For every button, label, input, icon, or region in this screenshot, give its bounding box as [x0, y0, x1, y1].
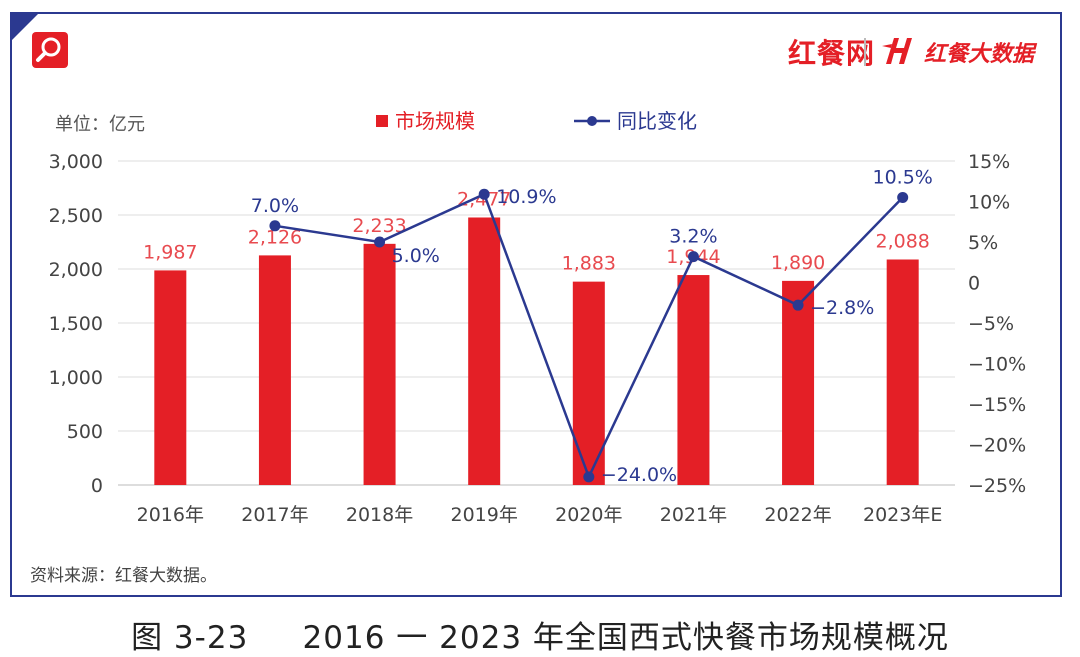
- bar: [468, 217, 501, 485]
- brand-logo-icon: [880, 34, 920, 68]
- bar-value-label: 1,883: [562, 253, 616, 275]
- x-tick-label: 2021年: [660, 504, 727, 526]
- yoy-point: [583, 471, 595, 483]
- yoy-point: [478, 188, 490, 200]
- y-right-tick-label: −20%: [968, 435, 1026, 457]
- brand-divider: [864, 38, 866, 66]
- y-right-tick-label: −10%: [968, 354, 1026, 376]
- x-tick-label: 2016年: [137, 504, 204, 526]
- y-left-tick-label: 2,000: [49, 259, 103, 281]
- yoy-value-label: 10.9%: [496, 186, 556, 208]
- y-right-tick-label: −25%: [968, 475, 1026, 497]
- y-left-tick-label: 0: [91, 475, 103, 497]
- yoy-point: [374, 236, 386, 248]
- bar-value-label: 1,987: [143, 241, 197, 263]
- figure-caption: 图 3-23 2016 一 2023 年全国西式快餐市场规模概况: [131, 620, 949, 656]
- x-tick-label: 2017年: [241, 504, 308, 526]
- search-icon: [32, 32, 68, 68]
- legend-swatch-bar: [376, 115, 388, 127]
- combo-chart: 0 500 1,000 1,500 2,000 2,500 3,000 −25% −20% −15…: [49, 109, 1027, 526]
- bar-value-label: 2,233: [352, 215, 406, 237]
- y-left-tick-label: 3,000: [49, 151, 103, 173]
- bar-value-label: 2,088: [875, 230, 929, 252]
- brand-name: 红餐网: [787, 37, 875, 70]
- bar: [677, 275, 710, 485]
- y-right-tick-label: 10%: [968, 192, 1010, 214]
- bar: [886, 259, 919, 485]
- bar: [258, 255, 291, 485]
- yoy-value-label: 10.5%: [873, 166, 933, 188]
- yoy-value-label: 7.0%: [251, 195, 299, 217]
- y-left-tick-label: 1,000: [49, 367, 103, 389]
- source-note: 资料来源：红餐大数据。: [30, 566, 217, 586]
- brand-name-secondary: 红餐大数据: [924, 42, 1035, 67]
- x-tick-label: 2023年E: [863, 504, 942, 526]
- bar-value-label: 1,890: [771, 252, 825, 274]
- bar: [782, 280, 815, 485]
- yoy-point: [687, 251, 699, 263]
- legend-label-line: 同比变化: [617, 109, 697, 133]
- yoy-point: [792, 299, 804, 311]
- x-tick-label: 2018年: [346, 504, 413, 526]
- x-tick-label: 2020年: [555, 504, 622, 526]
- yoy-value-label: −2.8%: [810, 297, 874, 319]
- yoy-value-label: 5.0%: [392, 245, 440, 267]
- y-right-tick-label: 0: [968, 273, 980, 295]
- yoy-value-label: 3.2%: [669, 226, 717, 248]
- y-right-tick-label: 15%: [968, 151, 1010, 173]
- legend-line-marker: [587, 116, 597, 126]
- yoy-point: [897, 191, 909, 203]
- x-tick-label: 2019年: [451, 504, 518, 526]
- y-right-tick-label: 5%: [968, 232, 998, 254]
- y-right-tick-label: −5%: [968, 313, 1014, 335]
- yoy-value-label: −24.0%: [601, 464, 677, 486]
- y-left-tick-label: 500: [67, 421, 103, 443]
- bar: [154, 270, 187, 485]
- bar-value-label: 2,126: [248, 226, 302, 248]
- bar: [363, 243, 396, 485]
- legend-label-bar: 市场规模: [395, 109, 475, 133]
- y-left-tick-label: 1,500: [49, 313, 103, 335]
- yoy-point: [269, 220, 281, 232]
- unit-label: 单位：亿元: [55, 114, 145, 135]
- y-right-tick-label: −15%: [968, 394, 1026, 416]
- x-tick-label: 2022年: [764, 504, 831, 526]
- y-left-tick-label: 2,500: [49, 205, 103, 227]
